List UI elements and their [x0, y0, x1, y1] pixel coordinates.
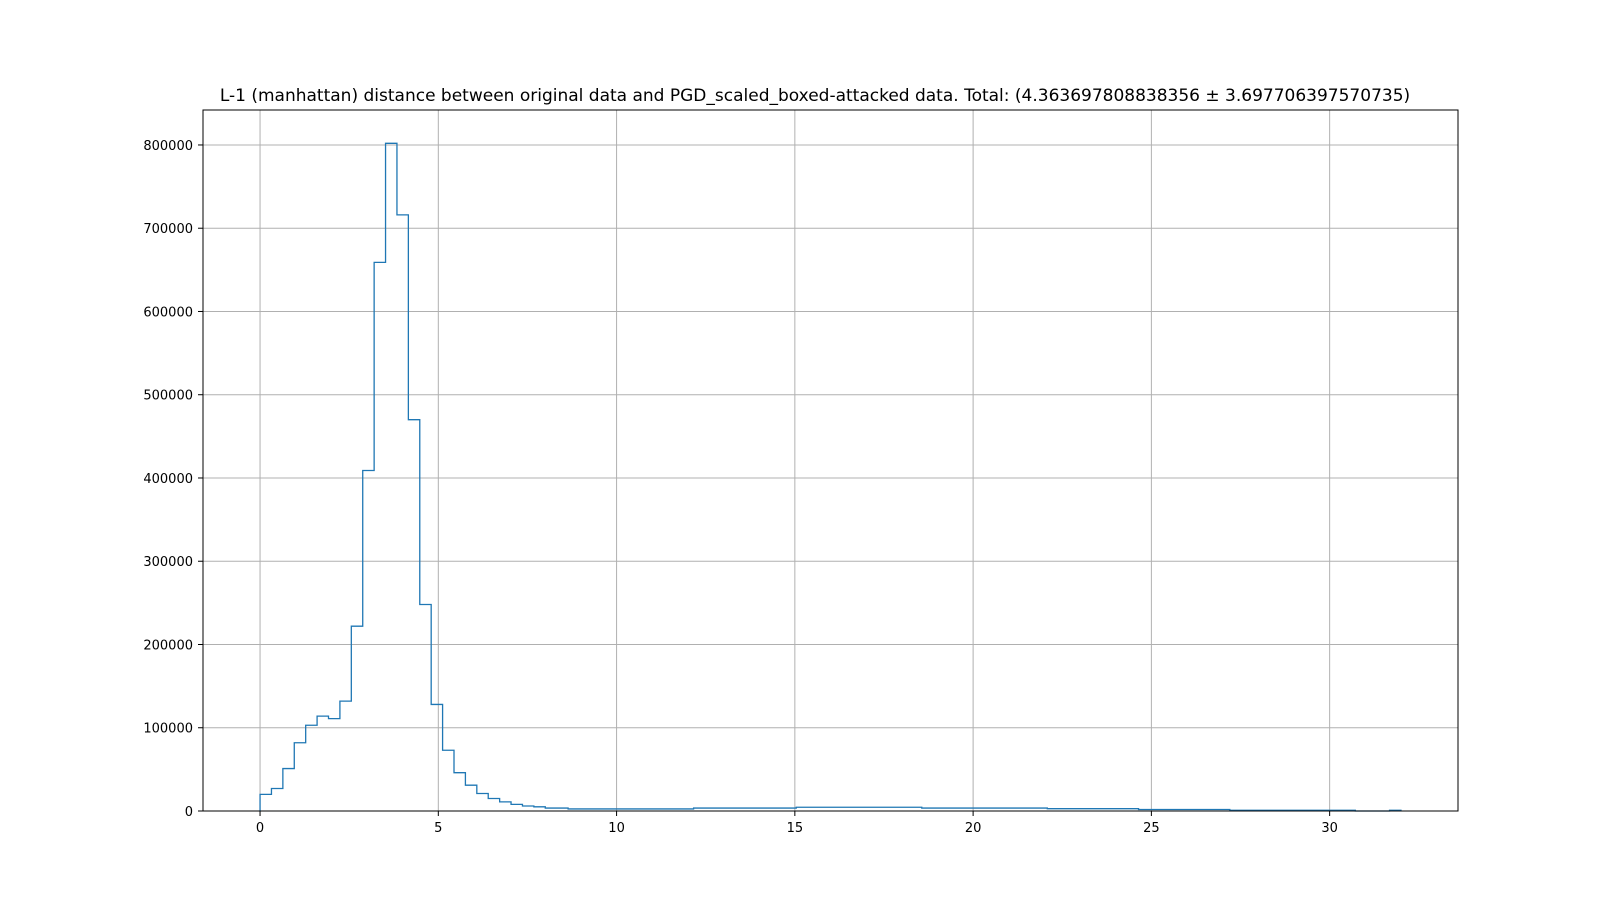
x-tick-label: 30: [1321, 821, 1338, 836]
x-tick-label: 0: [256, 821, 264, 836]
chart-title: L-1 (manhattan) distance between origina…: [220, 86, 1410, 106]
grid-lines: [203, 110, 1458, 812]
y-tick-label: 600000: [143, 305, 193, 320]
histogram-series: [259, 142, 1402, 812]
y-tick-label: 700000: [143, 222, 193, 237]
y-tick-label: 800000: [143, 139, 193, 154]
plot-frame: [202, 109, 1459, 812]
y-tick-label: 300000: [143, 555, 193, 570]
x-axis-ticks: 0 5 10 15 20 25 30: [256, 811, 1338, 836]
y-tick-label: 100000: [143, 722, 193, 737]
x-tick-label: 25: [1143, 821, 1160, 836]
y-tick-label: 200000: [143, 638, 193, 653]
histogram-step-line: [259, 142, 1402, 812]
y-tick-label: 400000: [143, 472, 193, 487]
x-tick-label: 5: [434, 821, 442, 836]
x-tick-label: 15: [787, 821, 804, 836]
x-tick-label: 20: [965, 821, 982, 836]
y-axis-ticks: 0 100000 200000 300000 400000 500000 600000 700…: [143, 139, 203, 820]
x-tick-label: 10: [608, 821, 625, 836]
y-tick-label: 500000: [143, 389, 193, 404]
y-tick-label: 0: [185, 805, 193, 820]
